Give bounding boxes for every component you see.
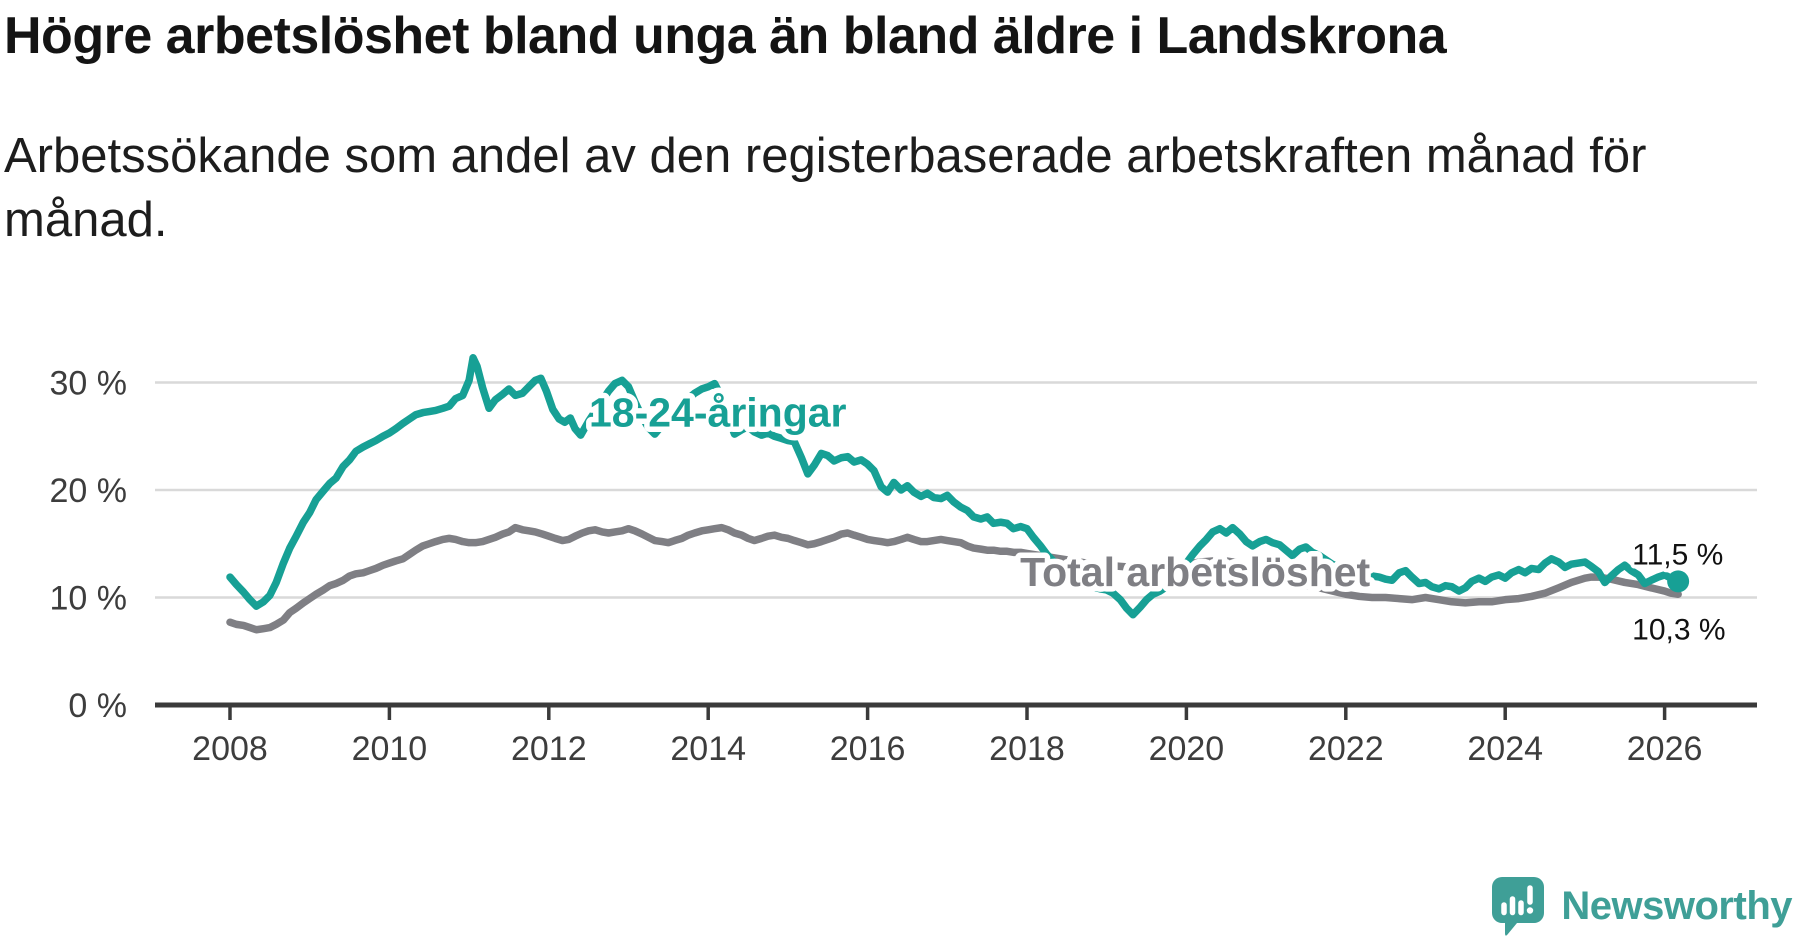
x-tick-label: 2018: [989, 730, 1065, 768]
series-label-young: 18-24-åringar: [589, 390, 847, 436]
newsworthy-logo-icon: [1492, 877, 1545, 936]
y-tick-label: 10 %: [50, 580, 128, 618]
y-tick-label: 20 %: [50, 472, 128, 510]
exclamation-dot: [1527, 907, 1534, 914]
x-tick-label: 2024: [1467, 730, 1543, 768]
x-tick-label: 2010: [352, 730, 428, 768]
end-value-label-total: 10,3 %: [1632, 613, 1725, 646]
newsworthy-wordmark: Newsworthy: [1561, 883, 1792, 928]
bar-chart-glyph: [1501, 885, 1534, 916]
series-line-young: [226, 354, 1682, 619]
speech-bubble-shape: [1492, 877, 1545, 936]
x-tick-label: 2012: [511, 730, 587, 768]
end-dot-young: [1667, 570, 1690, 593]
y-tick-label: 30 %: [50, 365, 128, 403]
page-title: Högre arbetslöshet bland unga än bland ä…: [4, 7, 1447, 65]
series-label-total: Total arbetslöshet: [1020, 549, 1370, 595]
y-tick-label: 0 %: [68, 687, 127, 725]
x-tick-label: 2022: [1308, 730, 1384, 768]
x-tick-label: 2026: [1627, 730, 1703, 768]
end-value-label-young: 11,5 %: [1632, 538, 1723, 571]
x-tick-label: 2020: [1149, 730, 1225, 768]
x-tick-label: 2014: [670, 730, 746, 768]
chart-subtitle: Arbetssökande som andel av den registerb…: [4, 124, 1646, 252]
subtitle-line-2: månad.: [4, 193, 168, 247]
newsworthy-logo: Newsworthy: [1491, 876, 1792, 936]
x-tick-label: 2008: [192, 730, 268, 768]
x-tick-label: 2016: [830, 730, 906, 768]
series-line-total: [226, 523, 1682, 634]
subtitle-line-1: Arbetssökande som andel av den registerb…: [4, 129, 1647, 183]
